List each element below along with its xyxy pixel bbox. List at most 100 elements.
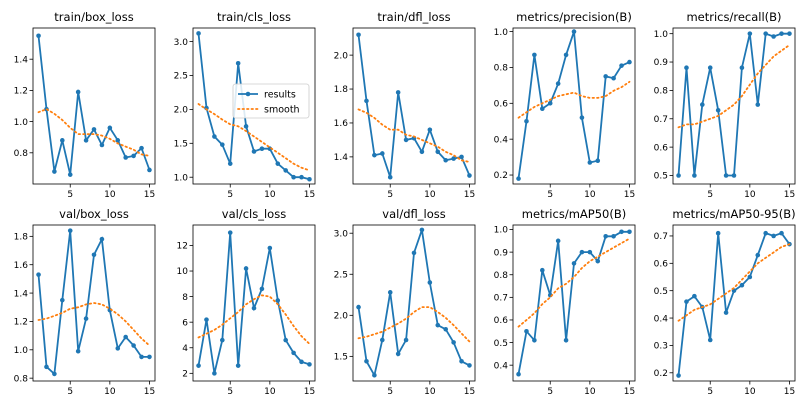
y-tick-label: 1.4 xyxy=(334,153,349,163)
results-point xyxy=(123,334,128,340)
y-tick-label: 0.6 xyxy=(654,143,669,153)
results-point xyxy=(427,280,433,285)
results-point xyxy=(619,63,624,68)
results-point xyxy=(227,161,233,166)
subplot-metrics-precision-b: metrics/precision(B) 5 10 15 0.2 0.4 0.6 0.8 1.0 xyxy=(494,10,636,200)
results-point xyxy=(563,52,569,58)
results-point xyxy=(356,304,361,310)
results-point xyxy=(739,65,745,71)
results-point xyxy=(395,351,401,357)
results-point xyxy=(524,328,529,334)
y-tick-label: 0.5 xyxy=(494,339,508,349)
results-point xyxy=(91,127,97,132)
results-point xyxy=(291,350,296,356)
subplot-train-dfl-loss: train/dfl_loss 5 10 15 1.4 1.6 1.8 2.0 xyxy=(334,10,476,200)
y-tick-label: 0.4 xyxy=(654,314,669,324)
results-point xyxy=(676,373,681,378)
results-point xyxy=(540,106,545,111)
subplot-title: val/cls_loss xyxy=(222,207,286,221)
results-point xyxy=(755,252,761,258)
results-point xyxy=(283,337,288,343)
results-point xyxy=(67,228,73,233)
results-point xyxy=(692,293,697,299)
results-point xyxy=(787,31,792,36)
results-point xyxy=(307,176,312,182)
x-tick-label: 5 xyxy=(67,190,73,200)
results-point xyxy=(587,249,593,255)
results-point xyxy=(364,358,369,364)
results-point xyxy=(555,238,561,244)
results-point xyxy=(627,59,632,65)
x-tick-label: 5 xyxy=(387,190,393,200)
results-point xyxy=(763,230,768,236)
results-point xyxy=(555,81,561,86)
results-point xyxy=(131,153,136,159)
results-point xyxy=(36,272,41,277)
results-point xyxy=(619,229,624,235)
results-point xyxy=(579,115,585,120)
y-tick-label: 0.4 xyxy=(494,361,509,371)
y-tick-label: 0.2 xyxy=(494,171,508,181)
subplot-train-cls-loss: train/cls_loss 5 10 15 1.0 1.5 2.0 2.5 3.0 result… xyxy=(174,10,316,200)
results-point xyxy=(259,286,265,292)
results-point xyxy=(83,138,89,143)
results-point xyxy=(123,155,128,160)
x-tick-label: 5 xyxy=(227,190,233,200)
y-tick-label: 3.0 xyxy=(174,38,189,48)
results-point xyxy=(196,31,201,36)
y-tick-label: 2.5 xyxy=(174,72,188,82)
results-point xyxy=(467,173,472,178)
results-point xyxy=(220,337,225,343)
y-tick-label: 2.0 xyxy=(334,51,349,61)
y-tick-label: 1.2 xyxy=(14,87,28,97)
results-point xyxy=(459,154,464,160)
results-point xyxy=(779,31,784,36)
x-tick-label: 5 xyxy=(227,387,233,397)
results-point xyxy=(595,158,601,163)
results-point xyxy=(52,169,57,174)
smooth-series-line xyxy=(517,80,631,119)
results-point xyxy=(99,236,105,242)
y-tick-label: 6 xyxy=(182,318,188,328)
results-point xyxy=(372,372,377,378)
y-tick-label: 10 xyxy=(177,267,189,277)
results-point xyxy=(603,234,608,239)
results-point xyxy=(731,173,737,178)
y-tick-label: 1.6 xyxy=(14,261,29,271)
results-point xyxy=(36,33,41,39)
results-point xyxy=(779,230,784,236)
axes-frame xyxy=(192,27,316,185)
smooth-series-line xyxy=(37,108,151,157)
results-point xyxy=(707,65,713,71)
x-tick-label: 10 xyxy=(424,190,436,200)
results-point xyxy=(204,317,209,322)
results-point xyxy=(387,290,393,295)
results-point xyxy=(707,337,713,343)
results-point xyxy=(387,174,393,180)
axes-frame xyxy=(352,27,476,185)
results-point xyxy=(603,74,608,79)
results-point xyxy=(715,107,721,113)
y-tick-label: 2.0 xyxy=(334,312,349,322)
results-point xyxy=(540,267,545,273)
x-tick-label: 15 xyxy=(304,387,315,397)
results-point xyxy=(147,354,152,360)
results-point xyxy=(451,340,456,345)
smooth-series-line xyxy=(37,302,151,347)
results-point xyxy=(139,145,144,151)
subplot-title: metrics/mAP50-95(B) xyxy=(672,207,795,221)
results-point xyxy=(212,134,217,139)
smooth-series-line xyxy=(677,44,791,129)
results-point xyxy=(419,149,425,155)
results-point xyxy=(700,102,705,107)
results-point xyxy=(403,137,409,143)
axes-frame xyxy=(352,224,476,382)
x-tick-label: 15 xyxy=(304,190,315,200)
results-point xyxy=(364,98,369,104)
x-tick-label: 10 xyxy=(744,387,756,397)
y-tick-label: 0.8 xyxy=(14,374,29,384)
y-tick-label: 0.7 xyxy=(494,294,508,304)
smooth-series-line xyxy=(357,306,471,343)
y-tick-label: 8 xyxy=(182,293,188,303)
